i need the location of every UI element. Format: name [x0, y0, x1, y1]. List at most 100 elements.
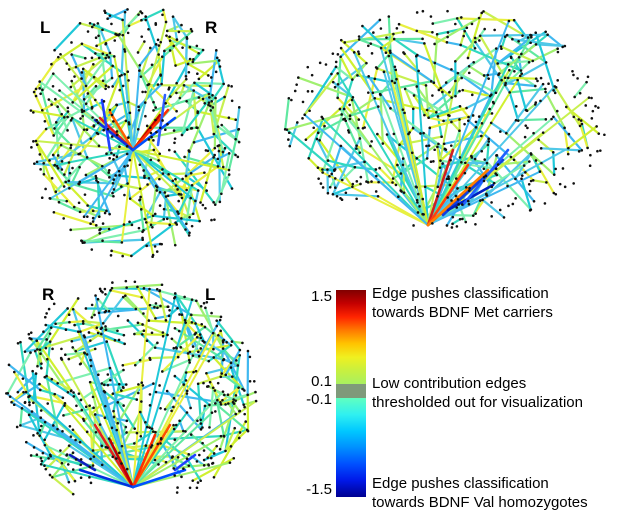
brain-node	[397, 195, 400, 199]
brain-node	[155, 250, 159, 253]
brain-node	[348, 114, 352, 118]
brain-node	[81, 67, 85, 71]
brain-node	[331, 192, 335, 196]
brain-node	[32, 90, 36, 94]
brain-node	[230, 340, 234, 343]
network-edge	[222, 347, 239, 367]
brain-node	[78, 440, 82, 444]
network-edge	[307, 117, 324, 160]
brain-node	[207, 385, 210, 388]
brain-node	[459, 43, 462, 47]
brain-node	[79, 463, 83, 467]
network-edge	[97, 289, 112, 314]
brain-node	[204, 149, 208, 152]
network-edge	[537, 138, 555, 154]
brain-node	[334, 65, 338, 69]
brain-node	[429, 15, 433, 18]
brain-node	[539, 76, 543, 80]
brain-node	[192, 141, 196, 144]
brain-node	[151, 255, 154, 259]
brain-node	[107, 437, 111, 440]
network-edge	[79, 368, 125, 402]
network-edge	[529, 152, 556, 176]
brain-node	[432, 160, 435, 163]
brain-node	[74, 438, 77, 442]
brain-node	[335, 194, 339, 198]
brain-node	[467, 199, 470, 203]
brain-node	[191, 354, 195, 357]
brain-node	[531, 179, 535, 182]
network-edge	[174, 292, 197, 325]
brain-node	[185, 99, 188, 103]
brain-node	[193, 332, 197, 336]
brain-node	[137, 383, 140, 386]
brain-node	[339, 55, 342, 59]
brain-node	[165, 217, 169, 221]
strong-network-edge	[100, 98, 112, 152]
brain-node	[140, 208, 143, 211]
brain-node	[97, 373, 100, 377]
network-edge	[180, 94, 214, 137]
brain-node	[39, 409, 43, 412]
brain-node	[174, 64, 177, 67]
brain-node	[43, 438, 46, 442]
brain-node	[32, 446, 36, 449]
brain-node	[117, 169, 121, 173]
network-edge	[577, 118, 589, 150]
brain-node	[500, 47, 503, 51]
brain-node	[223, 146, 227, 150]
network-edge	[79, 330, 134, 488]
brain-node	[118, 451, 121, 455]
brain-node	[86, 30, 90, 33]
network-edge	[186, 59, 221, 66]
network-edge	[224, 428, 249, 452]
brain-node	[403, 111, 406, 115]
brain-node	[465, 26, 469, 30]
brain-node	[146, 183, 149, 186]
brain-node	[411, 107, 415, 111]
brain-node	[540, 161, 543, 165]
sagittal-brain-view	[268, 0, 623, 265]
brain-node	[173, 137, 177, 140]
brain-node	[401, 30, 405, 34]
brain-node	[82, 97, 86, 101]
network-edge	[339, 55, 354, 81]
brain-node	[38, 153, 42, 156]
network-edge	[208, 386, 215, 429]
network-edge	[212, 420, 247, 479]
network-edge	[105, 340, 125, 389]
brain-node	[48, 159, 51, 162]
brain-node	[212, 356, 216, 359]
network-edge	[154, 314, 171, 320]
brain-node	[159, 406, 162, 410]
brain-node	[204, 306, 207, 310]
brain-node	[144, 90, 147, 94]
network-edge	[132, 434, 225, 488]
network-edge	[142, 287, 161, 293]
brain-node	[437, 142, 440, 146]
network-edge	[134, 341, 159, 367]
brain-node	[427, 144, 431, 147]
brain-node	[23, 401, 27, 405]
brain-node	[185, 222, 188, 226]
brain-node	[64, 180, 68, 184]
network-edge	[63, 404, 134, 488]
network-edge	[72, 308, 82, 333]
brain-node	[355, 144, 358, 147]
brain-node	[422, 213, 425, 216]
brain-node	[176, 210, 179, 213]
brain-node	[104, 292, 107, 296]
brain-node	[230, 375, 234, 378]
brain-node	[219, 315, 223, 319]
brain-node	[196, 382, 200, 386]
brain-node	[157, 44, 161, 47]
brain-node	[213, 389, 217, 392]
colorbar-legend: 1.5 0.1 -0.1 -1.5 Edge pushes classifica…	[300, 282, 623, 518]
brain-node	[33, 349, 37, 353]
network-edge	[307, 157, 324, 174]
brain-node	[153, 305, 156, 309]
brain-node	[321, 186, 325, 189]
brain-node	[53, 127, 56, 130]
brain-node	[211, 331, 215, 335]
brain-node	[123, 165, 126, 168]
